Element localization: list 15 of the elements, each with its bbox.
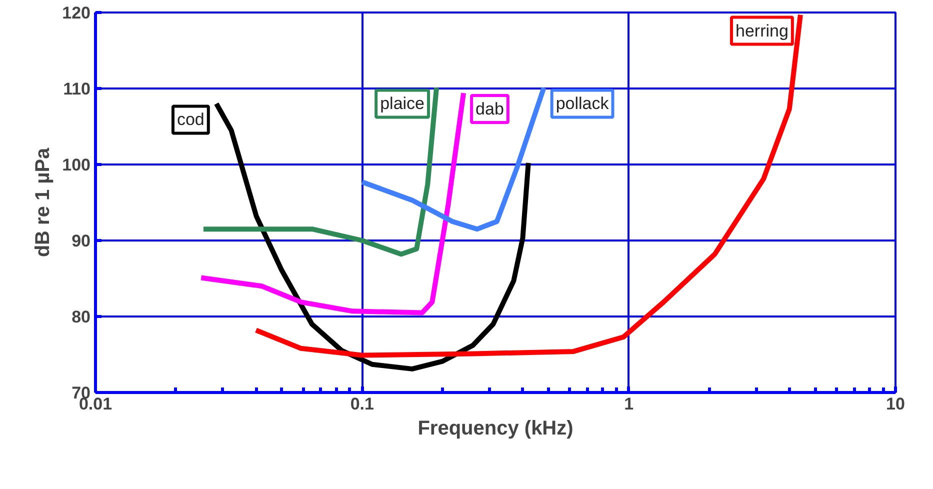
y-tick-label: 100: [62, 156, 91, 174]
series-label: herring: [736, 21, 788, 40]
series-label: plaice: [380, 94, 425, 114]
x-tick-label: 1: [624, 394, 634, 414]
series-label: cod: [176, 110, 204, 130]
y-axis-title: dB re 1 µPa: [32, 146, 54, 258]
y-tick-label: 80: [72, 308, 91, 326]
x-tick-label: 10: [886, 394, 905, 414]
y-tick-label: 120: [62, 4, 91, 22]
x-axis-title: Frequency (kHz): [418, 418, 574, 440]
series-label: pollack: [556, 94, 610, 114]
x-tick-label: 0.1: [350, 394, 374, 414]
y-tick-label: 90: [72, 232, 91, 250]
y-tick-label: 110: [63, 80, 91, 98]
series-label: dab: [476, 100, 504, 119]
